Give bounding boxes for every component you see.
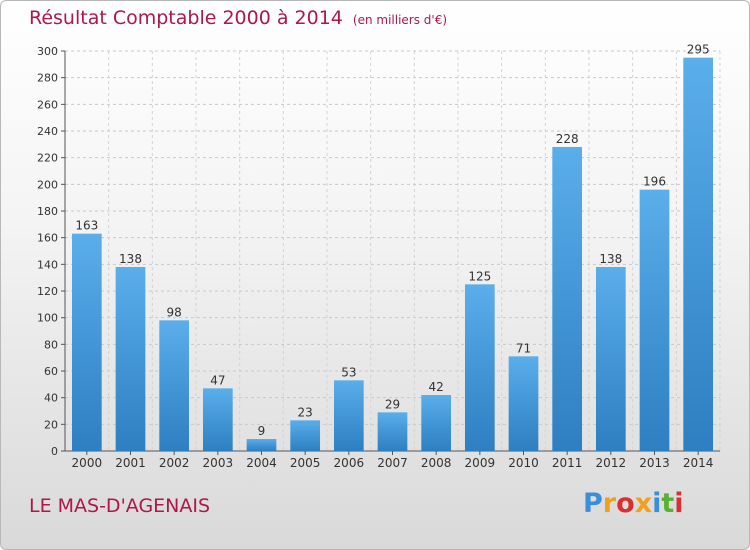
title-text: Résultat Comptable 2000 à 2014 (29, 7, 343, 29)
bar (246, 439, 277, 451)
bar-value-label: 29 (385, 397, 400, 411)
logo-letter: P (583, 488, 603, 519)
y-tick-label: 0 (51, 445, 58, 458)
bar-value-label: 53 (341, 365, 356, 379)
y-tick-label: 80 (44, 338, 58, 351)
logo-letter: i (652, 488, 662, 519)
y-tick-label: 260 (37, 98, 58, 111)
logo-letter: x (634, 488, 653, 519)
x-tick-label: 2008 (421, 456, 452, 470)
logo-letter: t (661, 488, 675, 519)
bar-value-label: 71 (516, 341, 531, 355)
bar (595, 267, 626, 451)
y-tick-label: 200 (37, 178, 58, 191)
y-tick-label: 300 (37, 45, 58, 58)
bar (159, 320, 190, 451)
x-tick-label: 2010 (508, 456, 539, 470)
x-tick-label: 2005 (290, 456, 321, 470)
bar (508, 356, 539, 451)
logo-letter: r (602, 488, 617, 519)
bars (71, 57, 714, 452)
bar-value-label: 163 (75, 219, 98, 233)
value-labels: 163 138 98 47 9 23 53 29 42 125 71 228 138 196 295 (75, 43, 709, 438)
x-tick-label: 2000 (72, 456, 103, 470)
x-tick-label: 2007 (377, 456, 408, 470)
bar (421, 395, 452, 451)
bar (115, 267, 146, 451)
y-tick-label: 100 (37, 312, 58, 325)
x-tick-label: 2004 (246, 456, 277, 470)
y-tick-label: 280 (37, 72, 58, 85)
x-tick-label: 2014 (683, 456, 714, 470)
x-tick-label: 2012 (596, 456, 627, 470)
logo-letter: o (616, 488, 635, 519)
y-tick-label: 240 (37, 125, 58, 138)
x-tick-label: 2011 (552, 456, 583, 470)
y-tick-label: 20 (44, 418, 58, 431)
x-tick-label: 2002 (159, 456, 190, 470)
bar (71, 233, 102, 451)
x-tick-label: 2003 (203, 456, 234, 470)
bar (464, 284, 495, 451)
x-tick-label: 2006 (334, 456, 365, 470)
y-tick-label: 180 (37, 205, 58, 218)
bar-value-label: 42 (429, 380, 444, 394)
bar (552, 147, 583, 451)
proxiti-logo[interactable]: Proxiti (583, 488, 684, 519)
y-tick-label: 140 (37, 258, 58, 271)
y-tick-label: 220 (37, 152, 58, 165)
bar-value-label: 196 (643, 175, 666, 189)
bar-value-label: 98 (167, 305, 182, 319)
town-name: LE MAS-D'AGENAIS (29, 495, 211, 517)
bar-value-label: 295 (687, 43, 710, 57)
y-tick-label: 60 (44, 365, 58, 378)
bar-value-label: 125 (468, 269, 491, 283)
chart-title: Résultat Comptable 2000 à 2014 (en millie… (29, 7, 447, 29)
bar (377, 412, 408, 451)
bar (639, 189, 670, 451)
y-tick-label: 160 (37, 232, 58, 245)
bar (683, 57, 714, 452)
x-tick-label: 2013 (639, 456, 670, 470)
bar-value-label: 47 (210, 373, 225, 387)
y-tick-label: 40 (44, 392, 58, 405)
bar-value-label: 138 (599, 252, 622, 266)
bar (333, 380, 364, 451)
x-tick-label: 2009 (465, 456, 496, 470)
bar-value-label: 9 (258, 424, 266, 438)
bar (202, 388, 233, 451)
axes: 0 20 40 60 80 100 120 140 160 180 200 220 240 260 280 3… (37, 45, 720, 470)
bar-value-label: 228 (556, 132, 579, 146)
logo-letter: i (674, 488, 684, 519)
x-tick-label: 2001 (115, 456, 146, 470)
y-tick-label: 120 (37, 285, 58, 298)
title-unit: (en milliers d'€) (352, 13, 448, 27)
bar-value-label: 138 (119, 252, 142, 266)
bar (290, 420, 321, 451)
bar-value-label: 23 (298, 405, 313, 419)
